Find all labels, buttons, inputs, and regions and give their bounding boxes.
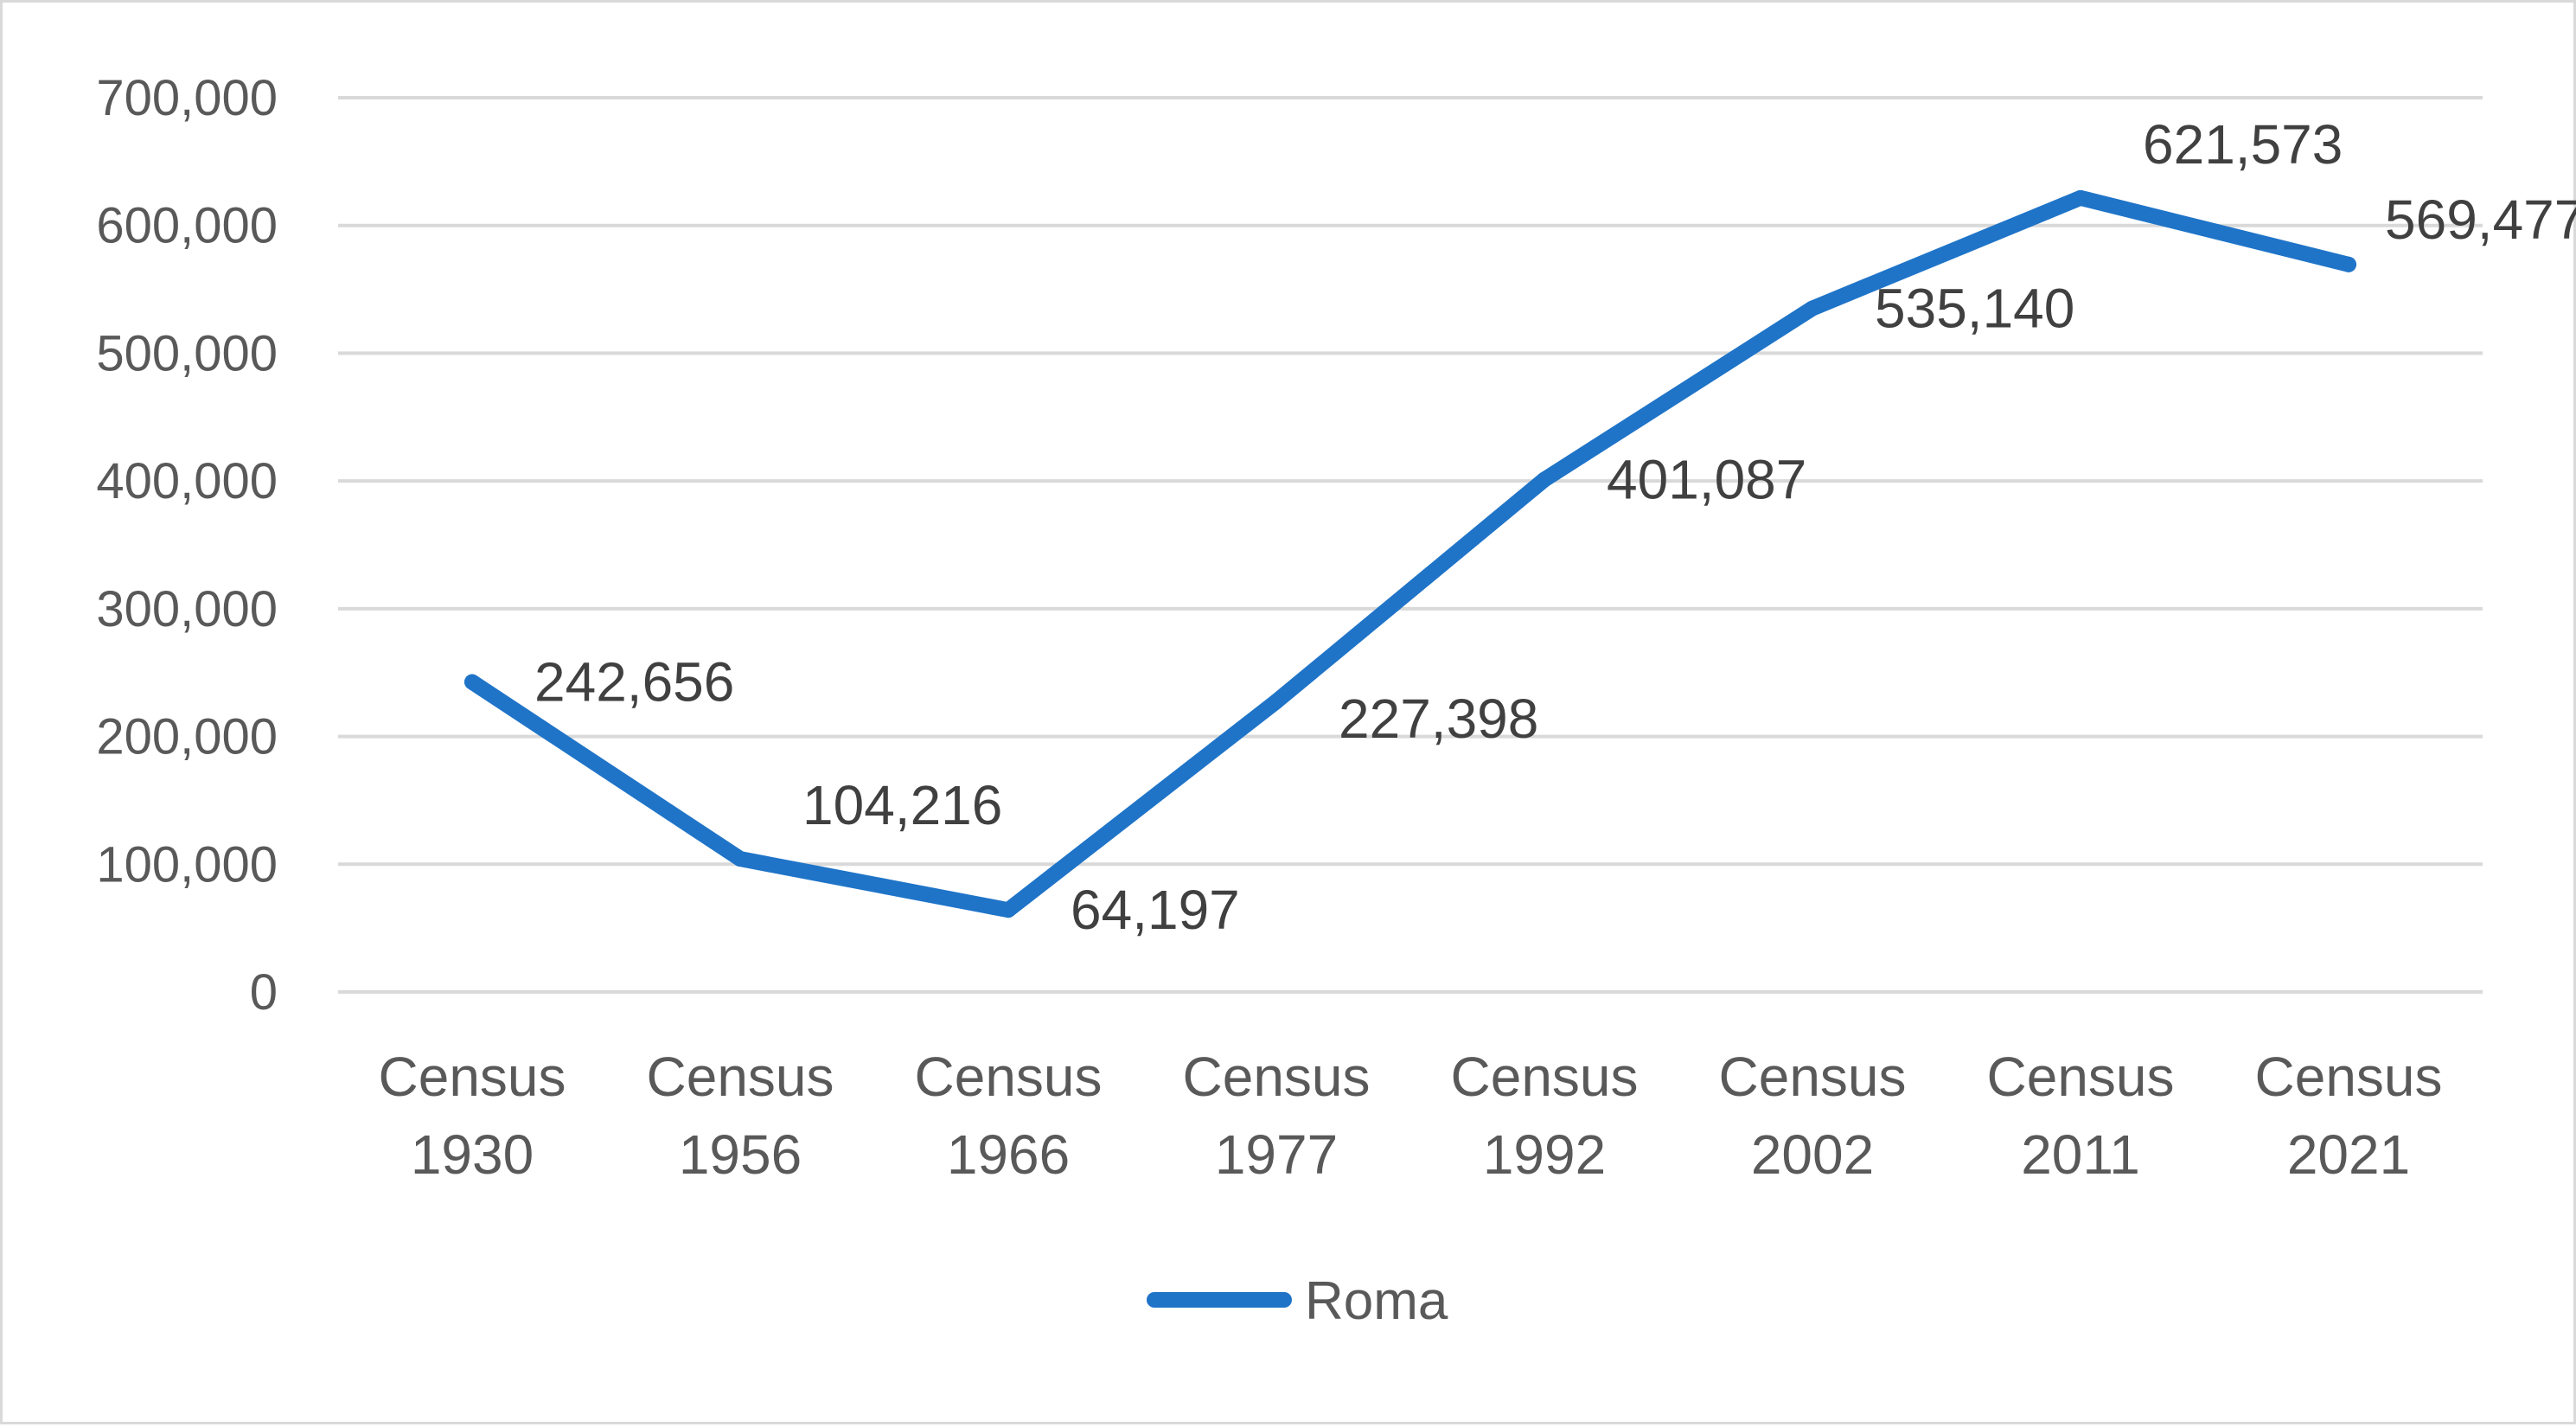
series-line-roma [464, 189, 2356, 918]
y-tick-label: 700,000 [96, 70, 278, 126]
y-tick-label: 500,000 [96, 325, 278, 381]
x-tick-label: Census [1987, 1046, 2175, 1108]
data-point [1000, 902, 1016, 918]
data-label: 227,398 [1339, 688, 1538, 750]
x-tick-label: Census [1719, 1046, 1907, 1108]
data-label: 64,197 [1071, 879, 1240, 941]
data-label: 569,477 [2385, 189, 2576, 251]
series-lines [464, 189, 2356, 918]
x-axis-tick-labels: Census 1930 Census 1956 Census 1966 Census 1977… [379, 1046, 2443, 1186]
gridlines [338, 96, 2483, 994]
data-point [1537, 471, 1552, 488]
data-label: 401,087 [1607, 449, 1806, 511]
x-tick-label: 2002 [1751, 1123, 1874, 1186]
population-line-chart: 0 100,000 200,000 300,000 400,000 500,000 600,… [96, 70, 2576, 1331]
y-tick-label: 300,000 [96, 581, 278, 637]
x-tick-label: Census [647, 1046, 834, 1108]
data-label: 535,140 [1875, 278, 2074, 340]
data-point [464, 674, 480, 690]
x-tick-label: Census [2255, 1046, 2443, 1108]
data-point [1805, 300, 1820, 317]
y-tick-label: 600,000 [96, 198, 278, 254]
x-tick-label: Census [915, 1046, 1103, 1108]
x-tick-label: 1977 [1215, 1123, 1338, 1186]
data-point [1269, 694, 1284, 710]
x-tick-label: Census [1451, 1046, 1639, 1108]
x-tick-label: Census [379, 1046, 566, 1108]
data-label: 104,216 [802, 774, 1002, 836]
data-point [2341, 256, 2356, 272]
y-tick-label: 0 [250, 964, 278, 1021]
x-tick-label: 2011 [2021, 1123, 2140, 1186]
x-tick-label: 1966 [947, 1123, 1070, 1186]
data-label: 242,656 [534, 651, 734, 714]
data-point [2073, 189, 2088, 206]
data-label: 621,573 [2143, 113, 2343, 176]
data-point [732, 851, 748, 867]
y-axis-tick-labels: 0 100,000 200,000 300,000 400,000 500,000 600,… [96, 70, 278, 1021]
y-tick-label: 100,000 [96, 836, 278, 893]
x-tick-label: Census [1183, 1046, 1371, 1108]
legend: Roma [1147, 1271, 1448, 1331]
x-tick-label: 1930 [411, 1123, 534, 1186]
x-tick-label: 1956 [679, 1123, 802, 1186]
legend-label-roma: Roma [1305, 1271, 1448, 1331]
data-labels: 242,656 104,216 64,197 227,398 401,087 535,14… [534, 113, 2576, 941]
y-tick-label: 200,000 [96, 709, 278, 765]
x-tick-label: 2021 [2287, 1123, 2410, 1186]
y-tick-label: 400,000 [96, 453, 278, 509]
x-tick-label: 1992 [1483, 1123, 1606, 1186]
